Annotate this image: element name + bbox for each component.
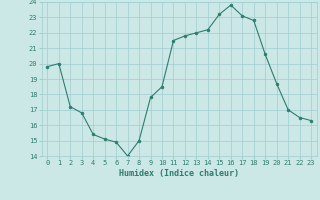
X-axis label: Humidex (Indice chaleur): Humidex (Indice chaleur)	[119, 169, 239, 178]
